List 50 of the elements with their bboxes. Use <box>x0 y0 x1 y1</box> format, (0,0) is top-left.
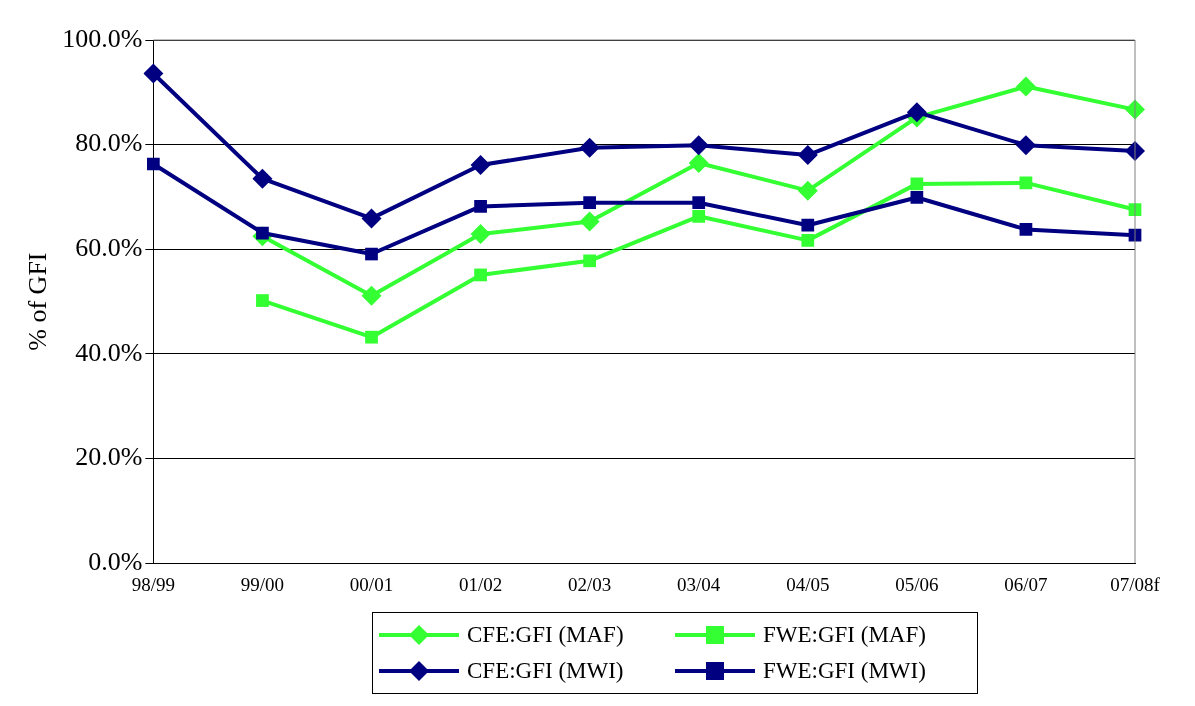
point <box>797 180 818 201</box>
x-tick-label: 03/04 <box>677 573 721 595</box>
point <box>801 218 815 232</box>
point <box>1019 176 1033 190</box>
point <box>252 168 273 189</box>
point <box>365 330 378 344</box>
legend-label: FWE:GFI (MAF) <box>763 622 926 648</box>
point <box>474 268 487 282</box>
point <box>1015 135 1036 156</box>
x-tick-label: 04/05 <box>786 573 830 595</box>
point <box>910 191 924 204</box>
x-tick-label: 05/06 <box>895 573 939 595</box>
x-tick-label: 99/00 <box>240 573 285 595</box>
point <box>365 247 378 261</box>
point <box>579 137 600 158</box>
point <box>579 211 600 232</box>
point <box>688 152 709 173</box>
x-tick-label: 06/07 <box>1004 573 1048 595</box>
point <box>256 294 269 307</box>
y-axis-title: % of GFI <box>23 252 53 351</box>
y-tick-label: 20.0% <box>75 442 143 472</box>
y-tick-label: 60.0% <box>75 233 143 263</box>
point <box>583 196 597 210</box>
point <box>474 200 487 213</box>
point <box>1019 223 1033 236</box>
legend-label: FWE:GFI (MWI) <box>763 658 926 684</box>
point <box>583 254 597 268</box>
point <box>146 157 160 171</box>
point <box>692 196 706 210</box>
point <box>801 234 815 247</box>
x-tick-label: 00/01 <box>349 573 394 595</box>
x-tick-label: 01/02 <box>458 573 503 595</box>
point <box>470 155 491 176</box>
point <box>688 135 709 156</box>
point <box>797 145 818 166</box>
point <box>361 285 382 306</box>
point <box>143 63 164 84</box>
point <box>910 177 924 191</box>
y-tick-label: 80.0% <box>75 128 143 158</box>
y-tick-label: 100.0% <box>62 23 143 53</box>
point <box>470 224 491 245</box>
point <box>1015 76 1036 97</box>
y-tick-label: 40.0% <box>75 337 143 367</box>
legend-label: CFE:GFI (MAF) <box>467 622 624 648</box>
point <box>692 209 706 223</box>
x-tick-label: 02/03 <box>568 573 612 595</box>
point <box>361 208 382 229</box>
legend-label: CFE:GFI (MWI) <box>467 658 624 684</box>
x-tick-label: 07/08f <box>1110 573 1161 595</box>
point <box>906 102 927 123</box>
